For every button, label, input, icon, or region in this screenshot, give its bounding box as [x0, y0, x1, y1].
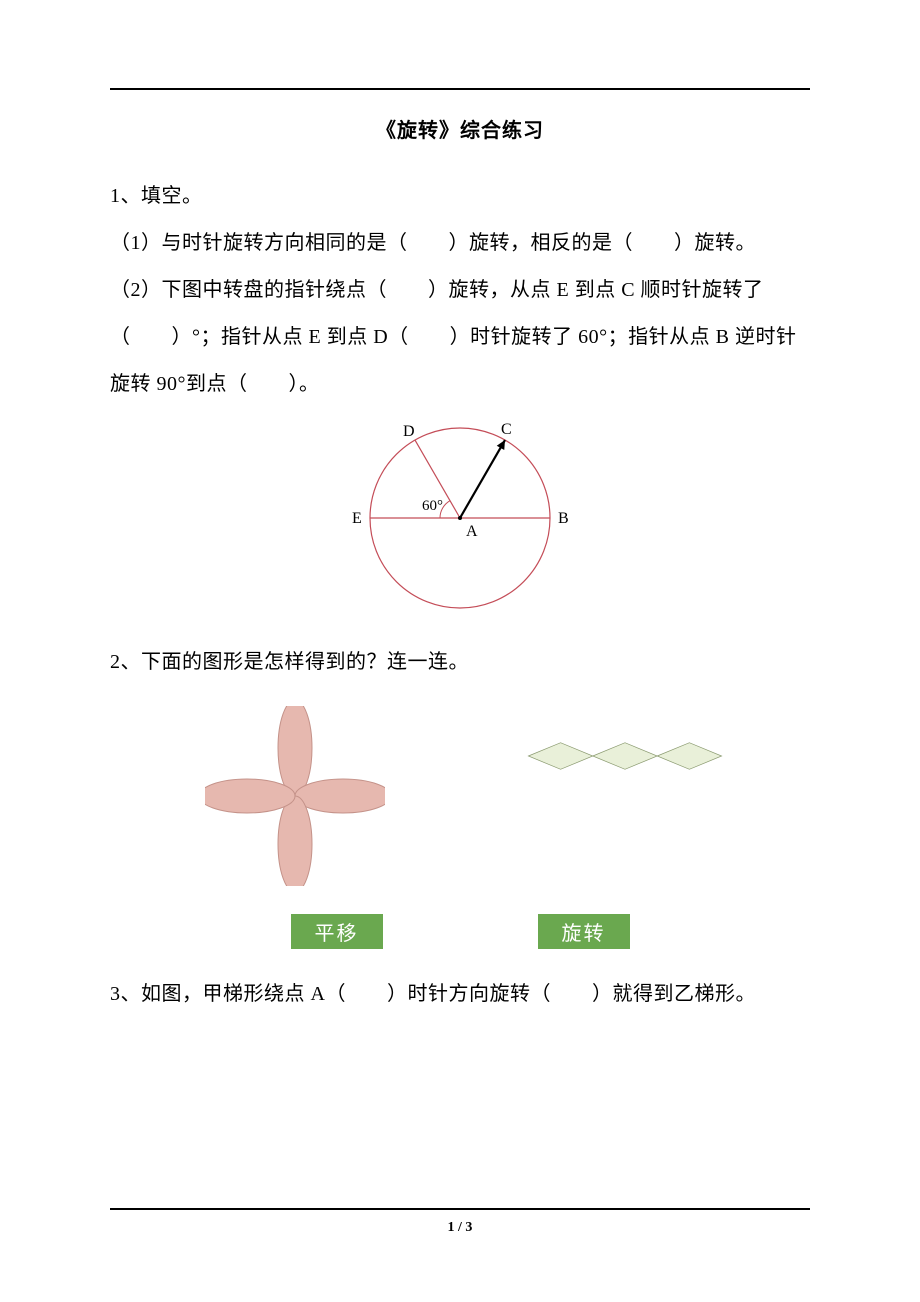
- svg-text:A: A: [466, 523, 478, 540]
- q2-left-figure: [190, 706, 400, 886]
- svg-text:D: D: [403, 423, 415, 440]
- page: 《旋转》综合练习 1、填空。 （1）与时针旋转方向相同的是（ ）旋转，相反的是（…: [0, 0, 920, 1302]
- q1-stem: 1、填空。: [110, 173, 810, 220]
- footer-rule: [110, 1208, 810, 1210]
- label-translate: 平移: [291, 914, 383, 949]
- page-title: 《旋转》综合练习: [110, 114, 810, 143]
- q1-part2: （2）下图中转盘的指针绕点（ ）旋转，从点 E 到点 C 顺时针旋转了（ ）°；…: [110, 267, 810, 408]
- q1-part1: （1）与时针旋转方向相同的是（ ）旋转，相反的是（ ）旋转。: [110, 220, 810, 267]
- svg-text:C: C: [501, 421, 512, 438]
- label-rotate: 旋转: [538, 914, 630, 949]
- q1-figure: A B C D E 60°: [110, 408, 810, 639]
- header-rule: [110, 88, 810, 90]
- svg-text:E: E: [352, 510, 362, 527]
- circle-pointer-diagram: A B C D E 60°: [340, 408, 580, 634]
- q2-figures-row: [110, 706, 810, 886]
- page-number: 1 / 3: [0, 1220, 920, 1236]
- petal-figure: [205, 706, 385, 886]
- q2-stem: 2、下面的图形是怎样得到的？连一连。: [110, 639, 810, 686]
- q3-stem: 3、如图，甲梯形绕点 A（ ）时针方向旋转（ ）就得到乙梯形。: [110, 971, 810, 1018]
- q2-labels-row: 平移 旋转: [110, 914, 810, 949]
- svg-text:B: B: [558, 510, 569, 527]
- diamond-strip-figure: [520, 706, 730, 806]
- q2-right-figure: [520, 706, 730, 886]
- svg-text:60°: 60°: [422, 498, 443, 514]
